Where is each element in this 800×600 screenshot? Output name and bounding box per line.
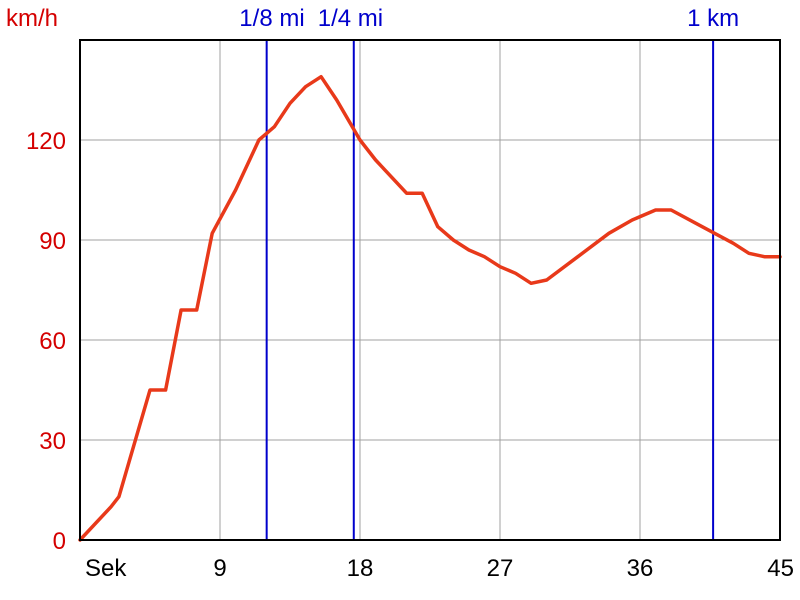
y-tick-labels: 0 30 60 90 120 [26,128,66,555]
x-tick-label: 45 [767,555,794,582]
x-tick-label: 36 [627,555,654,582]
marker-labels: 1/8 mi 1/4 mi 1 km [239,5,739,32]
grid-lines [80,40,781,541]
y-tick-label: 120 [26,128,66,155]
marker-label: 1/4 mi [318,5,383,32]
y-tick-label: 90 [39,228,66,255]
x-tick-label: 9 [213,555,226,582]
y-axis-unit: km/h [6,5,58,32]
y-tick-label: 30 [39,428,66,455]
x-tick-label: 27 [487,555,514,582]
x-tick-labels: 9 18 27 36 45 [213,555,794,582]
y-tick-label: 60 [39,328,66,355]
distance-markers [265,40,715,540]
plot-frame [79,39,781,541]
marker-label: 1 km [687,5,739,32]
marker-label: 1/8 mi [239,5,304,32]
speed-series-line [78,74,782,542]
x-axis-label: Sek [85,555,127,582]
series-group [78,74,782,542]
y-tick-label: 0 [53,528,66,555]
x-tick-label: 18 [347,555,374,582]
